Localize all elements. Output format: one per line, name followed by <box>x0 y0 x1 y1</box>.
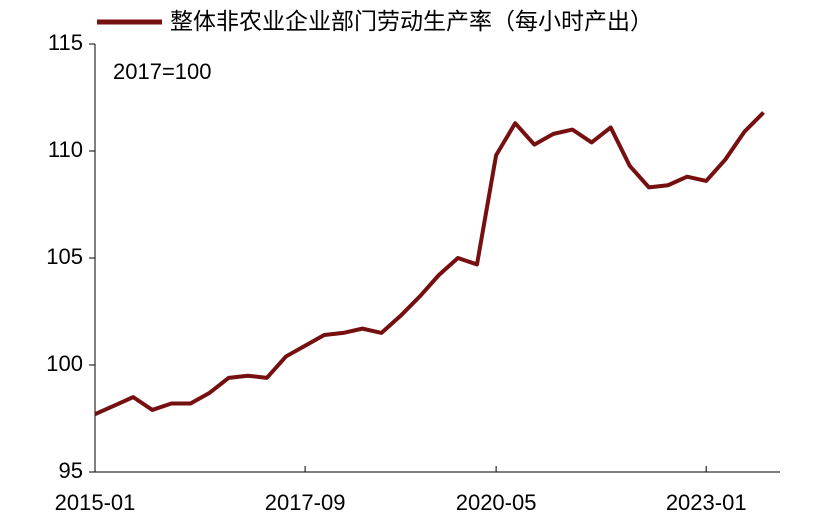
y-tick-label: 115 <box>48 30 83 55</box>
legend-label: 整体非农业企业部门劳动生产率（每小时产出） <box>170 8 653 34</box>
y-tick-label: 95 <box>59 458 83 483</box>
x-tick-label: 2023-01 <box>666 490 747 515</box>
x-tick-label: 2015-01 <box>55 490 136 515</box>
y-tick-label: 110 <box>48 137 83 162</box>
y-tick-label: 105 <box>46 244 83 269</box>
data-line <box>94 111 765 417</box>
x-tick-label: 2020-05 <box>456 490 537 515</box>
y-tick-label: 100 <box>46 351 83 376</box>
annotation: 2017=100 <box>113 59 212 84</box>
x-tick-label: 2017-09 <box>265 490 346 515</box>
